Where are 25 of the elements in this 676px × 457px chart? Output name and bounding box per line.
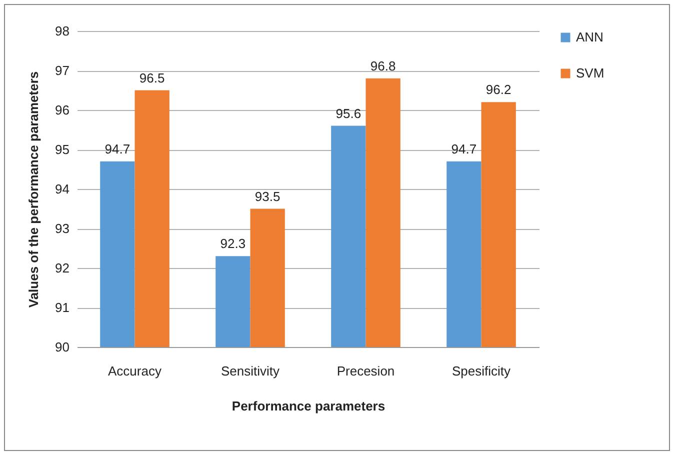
data-label: 96.5 xyxy=(139,70,165,86)
y-tick-label: 90 xyxy=(55,340,70,354)
data-label: 92.3 xyxy=(220,236,246,252)
x-tick-label: Sensitivity xyxy=(220,364,280,378)
y-tick-label: 92 xyxy=(55,260,70,276)
x-tick-label: Spesificity xyxy=(452,364,512,378)
y-tick-label: 96 xyxy=(55,102,70,118)
y-tick-label: 91 xyxy=(55,300,70,315)
y-tick-label: 98 xyxy=(55,24,70,38)
x-tick-label: Accuracy xyxy=(108,364,162,378)
data-label: 95.6 xyxy=(336,106,362,121)
y-tick-label: 93 xyxy=(55,221,70,236)
x-tick-label: Precesion xyxy=(336,364,395,378)
y-tick-label: 97 xyxy=(55,63,70,78)
data-label: 94.7 xyxy=(104,141,130,156)
data-label: 96.2 xyxy=(486,82,512,98)
x-axis-title: Performance parameters xyxy=(232,398,386,414)
data-label: 96.8 xyxy=(370,58,396,74)
data-label: 94.7 xyxy=(451,141,477,156)
y-axis-title: Values of the performance parameters xyxy=(26,71,42,308)
legend-label: SVM xyxy=(576,66,604,80)
data-label: 93.5 xyxy=(254,188,280,204)
y-tick-label: 95 xyxy=(55,142,70,157)
y-tick-label: 94 xyxy=(55,182,70,196)
legend-label: ANN xyxy=(576,30,604,44)
